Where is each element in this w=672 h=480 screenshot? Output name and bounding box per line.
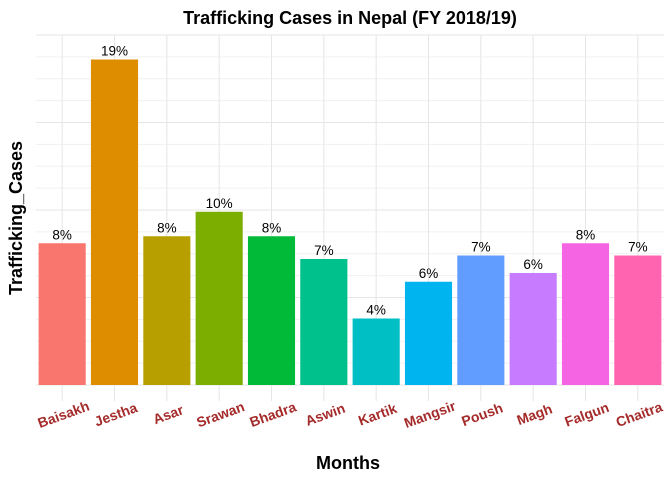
data-label-srawan: 10% [206,196,233,211]
bar-poush [457,255,505,385]
bar-chaitra [614,255,662,385]
bar-jestha [90,59,139,385]
x-tick-label-jestha: Jestha [92,399,139,429]
x-tick-label-magh: Magh [515,401,555,429]
x-tick-labels: Baisakh Jestha Asar Srawan Bhadra Aswin Kartik… [35,397,664,431]
bar-aswin [300,259,348,385]
data-labels: 8% 19% 8% 10% 8% 7% 4% 6% 7% 6% 8% 7% [52,44,647,318]
bar-magh [509,273,557,385]
x-tick-label-asar: Asar [151,401,186,427]
data-label-falgun: 8% [576,227,596,242]
bar-kartik [352,318,400,385]
bar-baisakh [38,243,86,385]
x-tick-label-srawan: Srawan [194,398,246,430]
x-tick-label-aswin: Aswin [303,400,347,429]
bar-falgun [561,243,610,385]
y-axis-label: Trafficking_Cases [6,141,26,295]
x-axis-label: Months [316,453,380,473]
data-label-baisakh: 8% [52,227,72,242]
data-label-aswin: 7% [314,243,334,258]
data-label-bhadra: 8% [262,220,282,235]
data-label-jestha: 19% [101,44,128,59]
data-label-asar: 8% [157,220,177,235]
bars [38,59,662,385]
data-label-mangsir: 6% [419,266,439,281]
data-label-poush: 7% [471,240,491,255]
x-tick-label-falgun: Falgun [562,399,611,430]
bar-asar [143,236,191,385]
data-label-chaitra: 7% [628,240,648,255]
x-tick-label-mangsir: Mangsir [402,397,458,431]
bar-srawan [195,211,243,385]
data-label-magh: 6% [523,257,543,272]
chart-title: Trafficking Cases in Nepal (FY 2018/19) [183,8,517,28]
bar-bhadra [247,236,296,385]
x-tick-label-chaitra: Chaitra [614,398,665,430]
bar-mangsir [404,281,453,385]
x-tick-label-bhadra: Bhadra [247,398,298,430]
x-tick-label-baisakh: Baisakh [35,398,91,431]
x-tick-label-kartik: Kartik [356,400,399,429]
x-tick-label-poush: Poush [459,399,505,429]
data-label-kartik: 4% [366,303,386,318]
